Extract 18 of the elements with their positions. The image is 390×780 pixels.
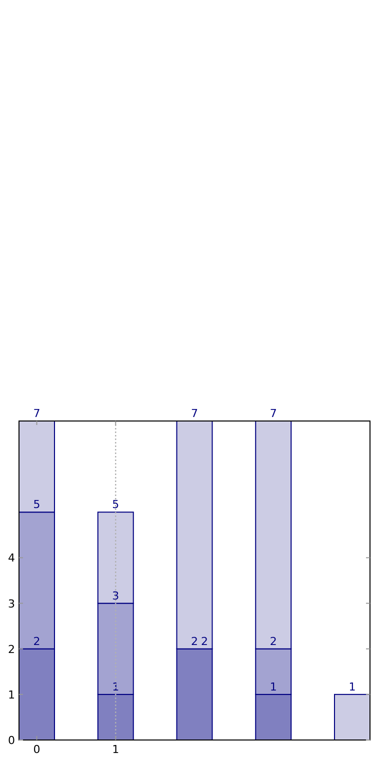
total-label: 7 — [191, 407, 198, 420]
y-tick-label: 4 — [8, 552, 15, 565]
data-label: 2 — [33, 634, 40, 648]
total-label: 5 — [112, 498, 120, 512]
total-label: 7 — [270, 407, 277, 420]
data-label: 1 — [270, 680, 277, 694]
annotation: 2 — [201, 634, 208, 648]
bar — [334, 694, 370, 740]
y-tick-label: 2 — [8, 642, 15, 656]
annotation: 3 — [112, 589, 120, 602]
y-tick-label: 0 — [8, 734, 15, 747]
y-tick-label: 1 — [8, 688, 15, 702]
annotation: 5 — [33, 498, 40, 512]
total-label: 7 — [33, 407, 40, 420]
total-label: 1 — [348, 680, 356, 694]
data-label: 2 — [191, 634, 198, 648]
y-tick-label: 3 — [8, 597, 15, 610]
annotation: 2 — [270, 634, 277, 648]
